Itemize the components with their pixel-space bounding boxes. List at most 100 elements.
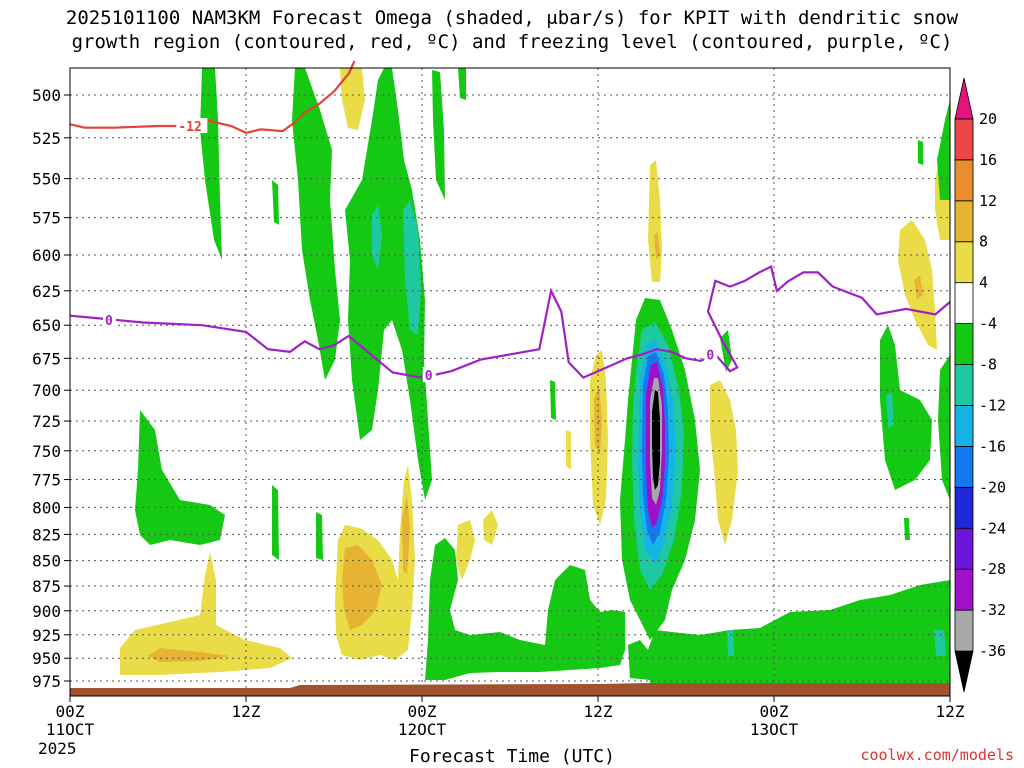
colorbar-box (954, 568, 974, 611)
omega-region-green-right-1 (880, 325, 932, 490)
colorbar-tick-label: -4 (979, 315, 997, 333)
colorbar-tick-label: -16 (979, 437, 1006, 455)
omega-region-yellow-small-1 (566, 430, 571, 470)
x-tick-label: 12Z (584, 702, 613, 721)
x-tick-date-label: 11OCT (46, 720, 95, 739)
omega-region-green-sliver-3 (272, 180, 279, 225)
omega-region-teal-core (403, 200, 421, 335)
colorbar-tick-label: 12 (979, 192, 997, 210)
omega-region-green-sliver-6 (550, 380, 556, 420)
omega-region-yellow-mid-3 (483, 510, 498, 545)
colorbar-tick-label: -32 (979, 601, 1006, 619)
x-tick-label: 12Z (936, 702, 965, 721)
omega-region-green-low-band-1 (425, 538, 625, 680)
colorbar-box (954, 609, 974, 652)
omega-region-green-column-1 (200, 68, 222, 260)
colorbar-box (954, 282, 974, 324)
omega-region-teal-core-2 (372, 205, 382, 270)
x-tick-date-label: 13OCT (750, 720, 799, 739)
x-axis-title: Forecast Time (UTC) (409, 746, 615, 767)
contour-label-bg (103, 311, 116, 327)
y-tick-label: 675 (32, 349, 61, 368)
y-tick-label: 525 (32, 129, 61, 148)
x-tick-label: 00Z (408, 702, 437, 721)
contour-label: 0 (706, 348, 714, 363)
y-axis: 500 525 550 575 600 625 650 675 700 725 750 775 800 8… (32, 86, 70, 691)
y-tick-label: 500 (32, 86, 61, 105)
omega-region-green-left-lobe (135, 410, 225, 545)
omega-region-green-right-2 (938, 355, 950, 500)
colorbar-box (954, 323, 974, 365)
dgz-minus12-contour (69, 60, 356, 134)
omega-region-orange-mid-1 (342, 545, 382, 630)
colorbar-tick-label: -12 (979, 396, 1006, 414)
colorbar-box (954, 200, 974, 243)
y-tick-label: 950 (32, 649, 61, 668)
colorbar-tick-label: -24 (979, 519, 1006, 537)
x-tick-label: 00Z (56, 702, 85, 721)
omega-region-orange-mid-2 (402, 495, 410, 575)
omega-region-green-low-band-2 (648, 580, 950, 685)
colorbar-tick-label: -20 (979, 478, 1006, 496)
y-tick-label: 925 (32, 626, 61, 645)
omega-region-green-sliver-7 (918, 140, 923, 165)
y-tick-label: 750 (32, 442, 61, 461)
colorbar-box (954, 241, 974, 284)
ground-surface (70, 683, 950, 696)
contour-label: 0 (425, 369, 433, 384)
omega-region-orange-right-1 (914, 275, 923, 300)
omega-region-green-right-4 (904, 518, 910, 540)
y-tick-label: 900 (32, 602, 61, 621)
colorbar-box (954, 527, 974, 570)
colorbar-tick-label: -36 (979, 642, 1006, 660)
source-credit: coolwx.com/models (860, 746, 1014, 764)
contour-label-bg (704, 346, 718, 362)
omega-region-green-plume-1 (292, 68, 340, 380)
omega-region-green-sliver-4 (272, 485, 279, 560)
x-tick-date-label: 12OCT (398, 720, 447, 739)
colorbar-box (954, 364, 974, 406)
chart-title-line-1: 2025101100 NAM3KM Forecast Omega (shaded… (65, 7, 959, 29)
omega-region-teal-right (886, 392, 894, 428)
contour-label-bg (176, 118, 208, 134)
contour-labels: 0 0 0 -12 (103, 118, 718, 384)
chart-title-line-2: growth region (contoured, red, ºC) and f… (71, 31, 953, 53)
grid-lines (70, 68, 950, 696)
y-tick-label: 725 (32, 412, 61, 431)
omega-region-green-sliver-5 (316, 512, 323, 560)
colorbar-box (954, 159, 974, 202)
x-tick-label: 00Z (760, 702, 789, 721)
omega-region-orange-upper-2 (654, 232, 660, 260)
omega-region-yellow-low-left (120, 552, 292, 675)
plot-frame (69, 67, 951, 697)
y-tick-label: 975 (32, 672, 61, 691)
y-tick-label: 575 (32, 209, 61, 228)
colorbar-box (954, 486, 974, 529)
y-tick-label: 550 (32, 170, 61, 189)
omega-region-green-sliver-1 (458, 68, 466, 100)
omega-region-green-sliver-2 (432, 70, 445, 200)
omega-region-black-core (652, 390, 660, 490)
y-tick-label: 650 (32, 316, 61, 335)
colorbar-box (954, 445, 974, 488)
colorbar-bottom-triangle (954, 650, 974, 693)
omega-region-yellow-top (340, 68, 365, 130)
omega-colorbar: -36 -32 -28 -24 -20 -16 -12 -8 -4 4 8 12 16 20 (954, 77, 1006, 693)
y-tick-label: 700 (32, 381, 61, 400)
y-tick-label: 775 (32, 471, 61, 490)
omega-region-yellow-mid-2 (456, 520, 475, 580)
omega-region-green-low-band-3 (628, 640, 652, 680)
colorbar-tick-label: -28 (979, 560, 1006, 578)
y-tick-label: 825 (32, 525, 61, 544)
omega-region-green-plume-2 (345, 68, 432, 500)
omega-region-teal-low-2 (934, 630, 946, 656)
colorbar-tick-label: 20 (979, 110, 997, 128)
colorbar-top-triangle (954, 77, 974, 120)
y-tick-label: 625 (32, 282, 61, 301)
freezing-level-contour (69, 265, 951, 379)
omega-region-orange-column-1 (594, 385, 602, 455)
y-tick-label: 800 (32, 498, 61, 517)
omega-region-teal-low-1 (727, 630, 734, 656)
